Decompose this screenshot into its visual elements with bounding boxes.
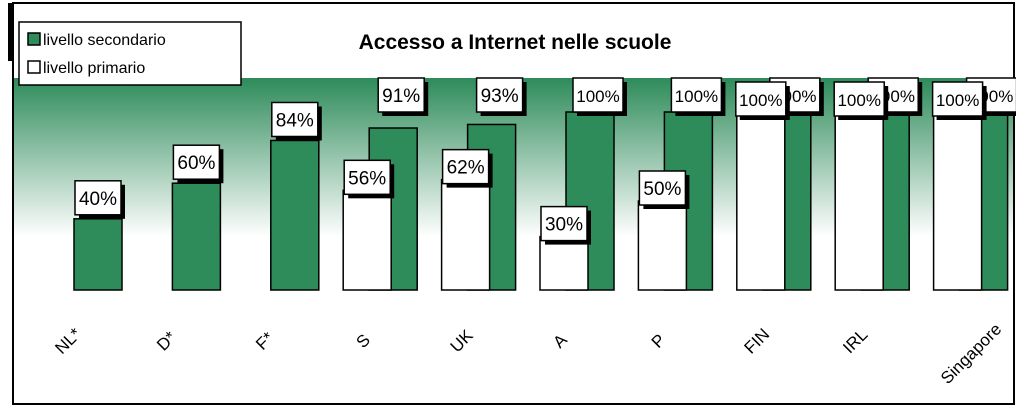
bar-primary-7 [736,111,786,291]
value-label-box [172,144,221,180]
bar-primary-8 [834,111,884,291]
value-label-text: 100% [739,91,782,110]
frame-corner-mark [8,3,14,61]
value-label-text: 56% [348,168,386,189]
value-label-box [343,159,391,196]
value-label-secondary-0: 40% [74,180,125,219]
value-label-text: 93% [481,86,519,107]
value-label-box [931,81,984,117]
value-label-text: 50% [643,179,681,200]
value-label-box [377,77,425,113]
legend-box [18,21,242,86]
value-label-box [638,170,687,206]
value-label-text: 62% [447,158,485,179]
value-label-secondary-5: 100% [572,77,627,116]
value-label-text: 100% [675,87,718,106]
legend: livello secondario livello primario [18,21,242,86]
bar-secondary-1 [171,182,222,291]
value-label-box [572,77,624,113]
value-label-secondary-4: 93% [475,77,527,116]
value-label-text: 91% [382,86,420,107]
chart-title: Accesso a Internet nelle scuole [359,31,672,54]
value-label-secondary-3: 91% [377,77,429,116]
value-label-text: 100% [936,91,979,110]
value-label-primary-9: 100% [931,81,987,120]
legend-swatch-secondary [27,32,41,46]
value-label-text: 30% [545,215,583,236]
value-label-text: 40% [79,189,117,210]
value-label-secondary-2: 84% [271,101,322,141]
value-label-box [475,77,524,113]
value-label-primary-8: 100% [833,81,889,120]
value-label-box [74,180,122,216]
bar-primary-5 [539,235,589,291]
value-label-primary-6: 50% [638,170,690,209]
bar-primary-4 [440,178,491,291]
legend-label-secondary: livello secondario [43,32,166,49]
value-label-box [271,101,319,138]
bar-primary-9 [932,111,983,291]
value-label-box [833,81,885,117]
value-label-primary-5: 30% [540,205,591,245]
value-label-text: 60% [177,153,215,174]
legend-label-primary: livello primario [43,60,145,77]
value-label-box [540,205,588,242]
bar-primary-3 [342,189,392,291]
value-label-text: 100% [837,91,880,110]
value-labels-layer: 40% 60% 84% 91% 56% 93% 62% 100% 30% 100% 50% 100% 1… [74,77,1016,245]
value-label-box [441,148,490,185]
value-label-box [735,81,787,117]
value-label-text: 100% [576,87,619,106]
value-label-box [670,77,723,113]
bar-primary-6 [637,200,688,291]
value-label-secondary-6: 100% [670,77,726,116]
bar-secondary-0 [73,218,123,291]
value-label-text: 84% [276,110,314,131]
value-label-primary-3: 56% [343,159,395,199]
value-label-primary-7: 100% [735,81,790,120]
value-label-secondary-1: 60% [172,144,224,184]
legend-swatch-primary [27,60,41,74]
bar-secondary-2 [270,139,320,291]
value-label-primary-4: 62% [441,148,493,188]
